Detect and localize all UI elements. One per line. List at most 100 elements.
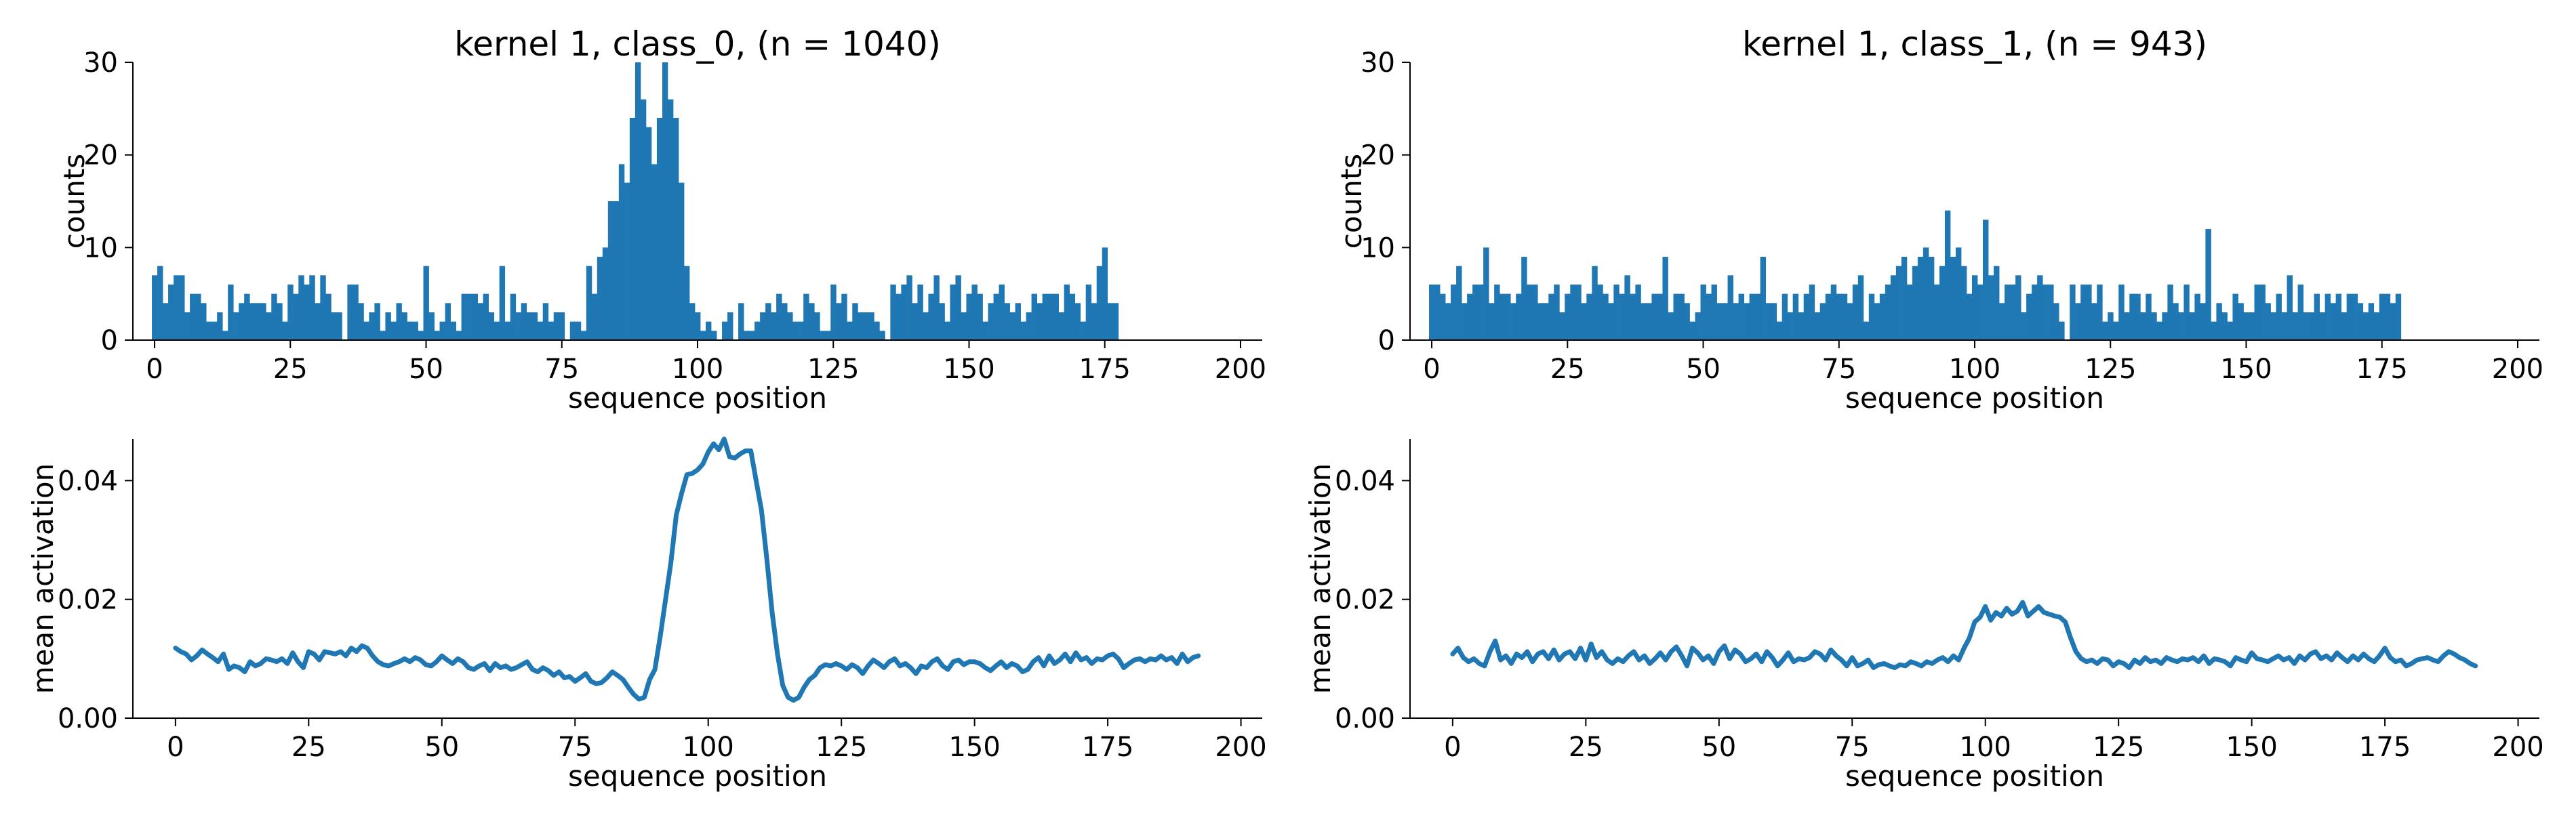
histogram-bar	[2254, 285, 2260, 340]
histogram-bar	[201, 303, 207, 340]
histogram-bar	[1462, 303, 1468, 340]
x-tick-label: 50	[409, 354, 443, 385]
histogram-bar	[1434, 285, 1441, 340]
histogram-bar	[694, 312, 701, 340]
histogram-bar	[1999, 303, 2005, 340]
histogram-bar	[1722, 303, 1728, 340]
histogram-bar	[1586, 293, 1592, 340]
histogram-bar	[1966, 293, 1973, 340]
x-tick-label: 200	[1215, 732, 1266, 763]
histogram-bar	[222, 331, 228, 340]
histogram-bar	[1559, 312, 1565, 340]
histogram-bar	[760, 312, 766, 340]
histogram-bar	[1738, 293, 1744, 340]
histogram-bar	[1521, 257, 1527, 340]
histogram-bar	[271, 293, 277, 340]
x-tick-label: 125	[2093, 732, 2144, 763]
histogram-bar	[1695, 312, 1701, 340]
histogram-bar	[1798, 312, 1805, 340]
histogram-bar	[1836, 293, 1843, 340]
histogram-bar	[2270, 312, 2276, 340]
histogram-bar	[239, 303, 245, 340]
histogram-bar	[1107, 303, 1114, 340]
histogram-bar	[1906, 285, 1913, 340]
mean-activation-line	[173, 436, 1201, 703]
histogram-bar	[152, 275, 158, 340]
histogram-bar	[651, 164, 658, 341]
histogram-bar	[1933, 285, 1940, 340]
histogram-bar	[374, 303, 380, 340]
histogram-bar	[2059, 321, 2065, 340]
histogram-bar	[369, 312, 375, 340]
histogram-bar	[1803, 293, 1810, 340]
y-tick-label: 20	[1361, 140, 1395, 171]
y-tick-label: 30	[83, 47, 118, 79]
y-tick-label: 0.04	[1335, 465, 1395, 497]
histogram-bar	[2352, 293, 2358, 340]
histogram-bar	[1744, 303, 1750, 340]
histogram-bar	[1879, 293, 1886, 340]
histogram-bar	[879, 331, 885, 340]
histogram-bar	[228, 285, 234, 340]
histogram-bar	[1042, 293, 1049, 340]
histogram-bar	[2146, 293, 2152, 340]
histogram-bar	[2102, 321, 2108, 340]
histogram-bar	[2086, 285, 2092, 340]
histogram-bar	[624, 182, 630, 340]
histogram-bar	[488, 312, 495, 340]
histogram-bar	[510, 293, 517, 340]
histogram-bar	[515, 312, 522, 340]
histogram-bar	[179, 275, 185, 340]
histogram-bar	[320, 275, 326, 340]
histogram-bar	[466, 293, 473, 340]
histogram-bar	[895, 293, 902, 340]
histogram-bar	[613, 201, 620, 340]
histogram-bar	[1635, 285, 1641, 340]
histogram-bar	[2335, 293, 2342, 340]
histogram-bar	[1597, 285, 1603, 340]
histogram-bar	[2140, 312, 2146, 340]
histogram-bar	[504, 321, 511, 340]
y-tick-label: 20	[83, 140, 118, 171]
histogram-bar	[445, 303, 451, 340]
y-tick-label: 0	[101, 325, 118, 356]
histogram-bar	[385, 312, 391, 340]
histogram-bar	[1096, 266, 1103, 340]
y-axis-title: counts	[58, 154, 91, 249]
histogram-bar	[955, 275, 961, 340]
histogram-bar	[689, 303, 696, 340]
histogram-bar	[190, 293, 196, 340]
histogram-bar	[347, 285, 353, 340]
histogram-bar	[966, 293, 972, 340]
histogram-bar	[1754, 293, 1761, 340]
histogram-bar	[1928, 257, 1935, 340]
histogram-bar	[678, 182, 685, 340]
histogram-bar	[2243, 312, 2249, 340]
histogram-bar	[2346, 293, 2353, 340]
histogram-bar	[950, 285, 956, 340]
histogram-bar	[336, 312, 342, 340]
x-tick-label: 50	[1686, 354, 1720, 385]
histogram-bar	[2162, 312, 2168, 340]
counts-histogram-class-1: kernel 1, class_1, (n = 943)0 25 50 75 100 12…	[1335, 24, 2543, 415]
histogram-bar	[2303, 312, 2309, 340]
histogram-bar	[2357, 303, 2364, 340]
histogram-bar	[1994, 266, 2000, 340]
x-tick-label: 100	[683, 732, 734, 763]
histogram-bar	[1026, 312, 1032, 340]
histogram-bar	[2319, 312, 2326, 340]
histogram-bar	[1678, 293, 1685, 340]
histogram-bar	[2297, 285, 2303, 340]
histogram-bar	[1102, 247, 1108, 340]
histogram-bar	[2292, 312, 2298, 340]
histogram-bar	[499, 266, 506, 340]
histogram-bar	[331, 312, 337, 340]
y-tick-label: 0.00	[1335, 703, 1395, 734]
histogram-bar	[380, 331, 386, 340]
histogram-bar	[298, 275, 304, 340]
histogram-bar	[282, 321, 288, 340]
histogram-bar	[553, 312, 560, 340]
histogram-bar	[2341, 312, 2348, 340]
histogram-bar	[656, 118, 663, 340]
histogram-bar	[353, 285, 359, 340]
